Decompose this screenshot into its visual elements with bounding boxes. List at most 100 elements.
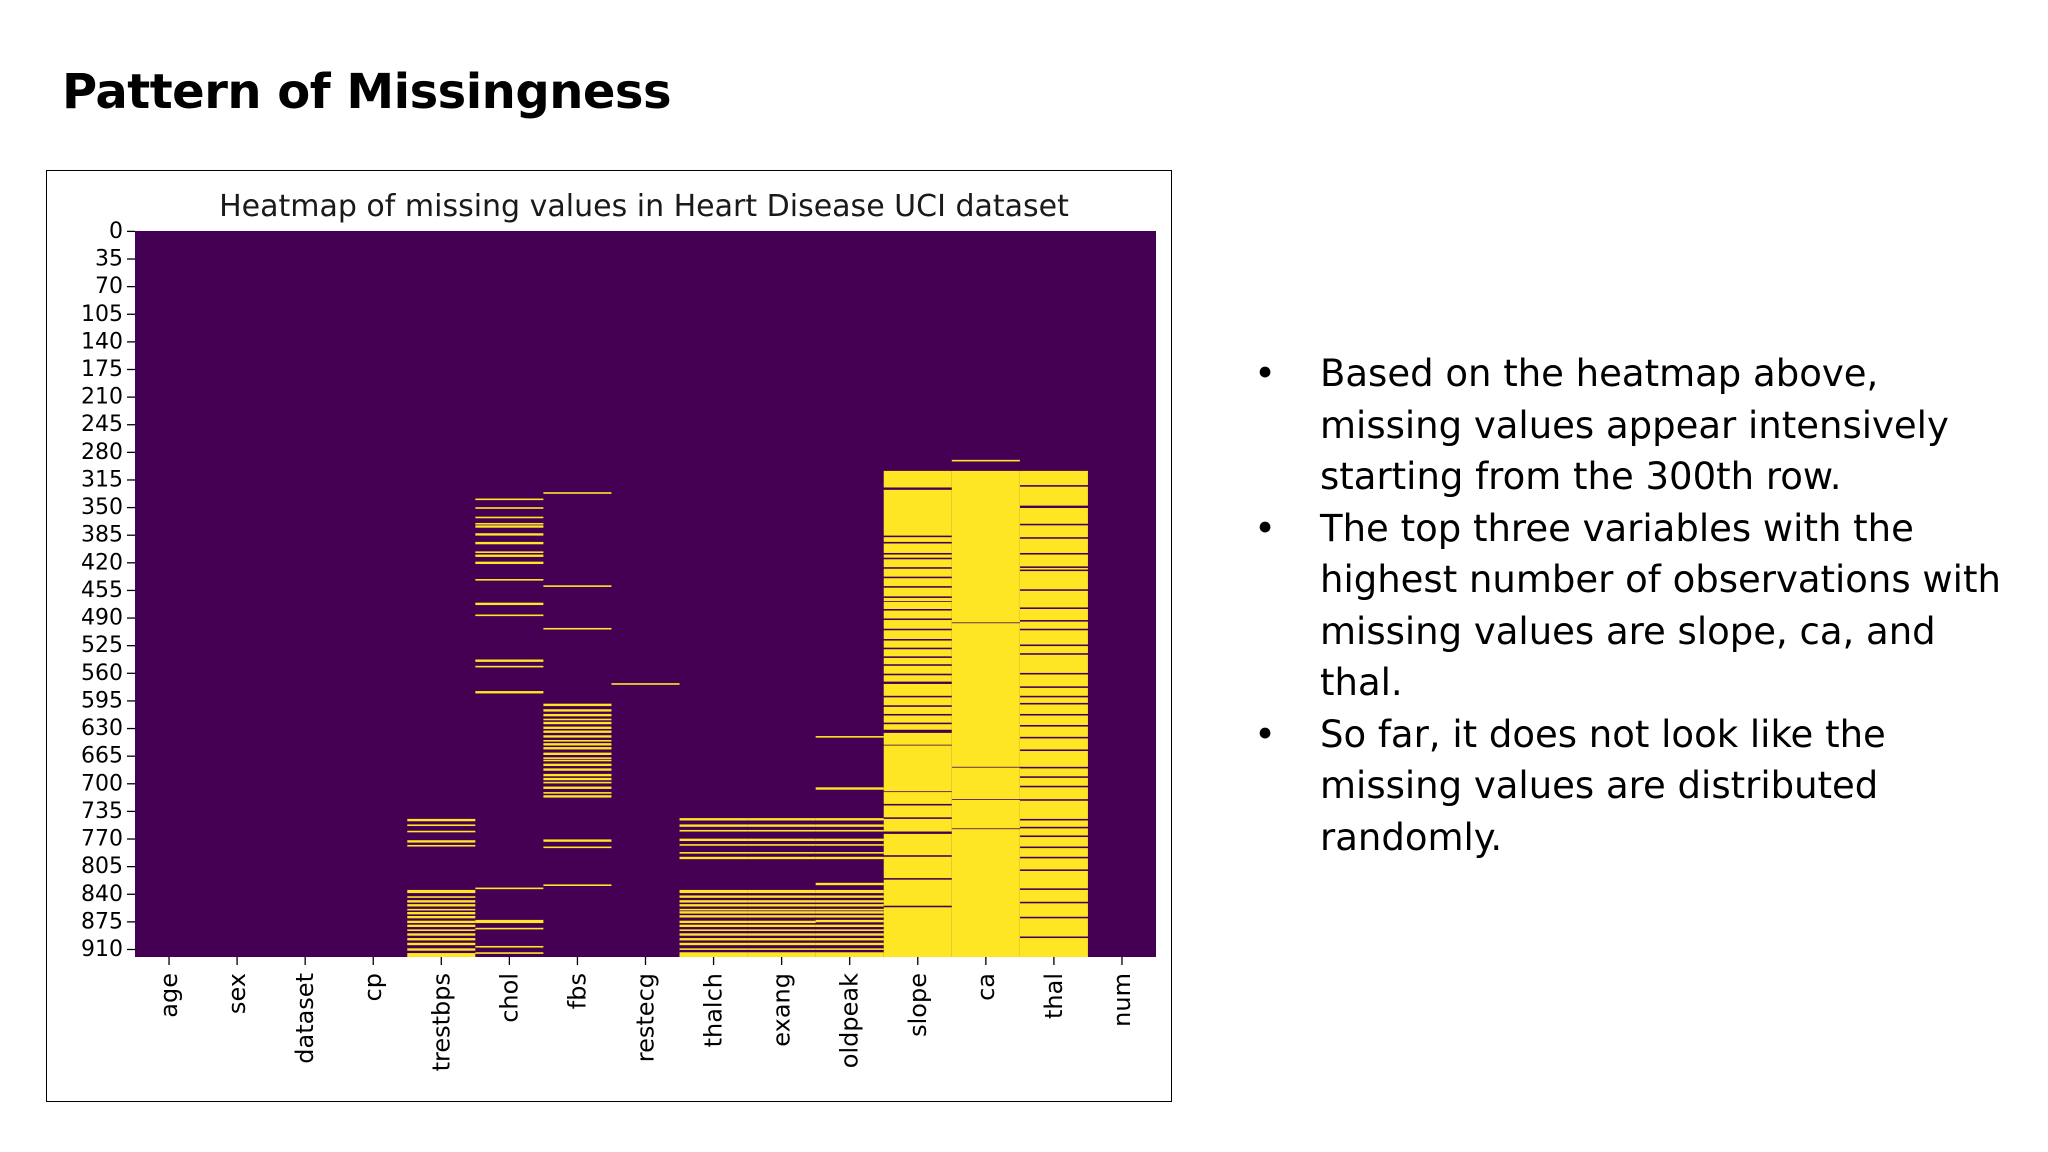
missing-cell-fbs <box>543 781 612 784</box>
missing-cell-oldpeak <box>815 900 884 903</box>
missing-cell-slope <box>883 856 952 879</box>
missing-cell-fbs <box>543 713 612 717</box>
missing-cell-exang <box>747 929 816 931</box>
missing-cell-restecg <box>611 683 680 685</box>
missing-cell-chol <box>475 927 544 930</box>
missing-cell-fbs <box>543 757 612 759</box>
missing-cell-exang <box>747 856 816 860</box>
missing-cell-oldpeak <box>815 952 884 957</box>
missing-cell-slope <box>883 706 952 714</box>
missing-cell-thalch <box>679 929 748 931</box>
missing-cell-thalch <box>679 856 748 860</box>
y-tick-label: 595 <box>81 688 123 713</box>
missing-cell-exang <box>747 911 816 914</box>
missing-cell-exang <box>747 889 816 894</box>
missing-cell-trestbps <box>407 844 476 847</box>
missing-cell-oldpeak <box>815 938 884 941</box>
missing-cell-thalch <box>679 908 748 911</box>
missing-cell-thal <box>1019 590 1088 608</box>
missing-cell-thal <box>1019 768 1088 777</box>
missing-cell-slope <box>883 745 952 792</box>
missing-cell-slope <box>883 675 952 682</box>
missing-cell-exang <box>747 895 816 898</box>
y-tick-label: 840 <box>81 882 123 907</box>
missing-cell-thal <box>1019 870 1088 889</box>
missing-cell-exang <box>747 920 816 924</box>
missing-cell-slope <box>883 543 952 553</box>
y-tick-label: 770 <box>81 827 123 852</box>
missing-cell-chol <box>475 579 544 581</box>
y-tick-label: 875 <box>81 909 123 934</box>
missing-cell-oldpeak <box>815 829 884 832</box>
slide-title: Pattern of Missingness <box>62 64 672 120</box>
missing-cell-chol <box>475 498 544 501</box>
missing-cell-thalch <box>679 942 748 946</box>
missing-cell-thalch <box>679 895 748 898</box>
missing-cell-fbs <box>543 709 612 712</box>
heatmap-cells <box>135 231 1156 957</box>
missing-cell-trestbps <box>407 920 476 924</box>
missing-cell-slope <box>883 715 952 723</box>
missing-cell-trestbps <box>407 824 476 827</box>
missing-cell-chol <box>475 602 544 606</box>
missing-cell-slope <box>883 568 952 577</box>
missing-cell-fbs <box>543 768 612 771</box>
missing-cell-trestbps <box>407 953 476 957</box>
missing-cell-trestbps <box>407 948 476 951</box>
missing-cell-ca <box>951 623 1020 767</box>
x-tick-label-num: num <box>1108 973 1136 1027</box>
bullet-item: • Based on the heatmap above, missing val… <box>1250 348 2010 503</box>
y-tick-label: 455 <box>81 578 123 603</box>
bullet-dot-icon: • <box>1254 506 1276 550</box>
missing-cell-oldpeak <box>815 911 884 914</box>
bullet-dot-icon: • <box>1254 352 1276 395</box>
missing-cell-oldpeak <box>815 929 884 931</box>
missing-cell-trestbps <box>407 908 476 911</box>
missing-cell-thal <box>1019 837 1088 847</box>
missing-cell-fbs <box>543 735 612 738</box>
missing-cell-thal <box>1019 777 1088 786</box>
missing-cell-chol <box>475 887 544 890</box>
missing-cell-thal <box>1019 903 1088 917</box>
missing-cell-slope <box>883 470 952 488</box>
y-tick-label: 735 <box>81 799 123 824</box>
missing-cell-thal <box>1019 715 1088 725</box>
missing-cell-thalch <box>679 900 748 903</box>
x-tick-label-exang: exang <box>768 973 796 1047</box>
missing-cell-chol <box>475 541 544 545</box>
y-tick-label: 0 <box>109 219 123 244</box>
missing-cell-oldpeak <box>815 736 884 738</box>
heatmap-chart: Heatmap of missing values in Heart Disea… <box>46 170 1172 1102</box>
missing-cell-chol <box>475 554 544 557</box>
missing-cell-chol <box>475 691 544 694</box>
missing-cell-trestbps <box>407 900 476 903</box>
missing-cell-oldpeak <box>815 942 884 946</box>
missing-cell-fbs <box>543 795 612 798</box>
chart-title: Heatmap of missing values in Heart Disea… <box>219 189 1069 224</box>
missing-cell-trestbps <box>407 938 476 941</box>
missing-cell-chol <box>475 919 544 924</box>
missing-cell-oldpeak <box>815 895 884 898</box>
x-tick-label-slope: slope <box>904 973 932 1037</box>
missing-cell-slope <box>883 601 952 609</box>
x-tick-label-ca: ca <box>972 973 1000 1001</box>
y-tick-label: 105 <box>81 302 123 327</box>
x-tick-label-cp: cp <box>359 973 387 1001</box>
missing-cell-thalch <box>679 938 748 941</box>
missing-cell-oldpeak <box>815 818 884 821</box>
missing-cell-fbs <box>543 759 612 762</box>
missing-cell-thal <box>1019 646 1088 654</box>
missing-cell-ca <box>951 470 1020 623</box>
missing-cell-exang <box>747 824 816 827</box>
missing-cell-oldpeak <box>815 904 884 907</box>
missing-cell-exang <box>747 838 816 841</box>
missing-cell-fbs <box>543 846 612 849</box>
missing-cell-fbs <box>543 703 612 707</box>
missing-cell-thalch <box>679 904 748 907</box>
missing-cell-exang <box>747 948 816 950</box>
missing-cell-slope <box>883 559 952 568</box>
missing-cell-thal <box>1019 738 1088 750</box>
missing-cell-exang <box>747 844 816 846</box>
missing-cell-trestbps <box>407 840 476 843</box>
